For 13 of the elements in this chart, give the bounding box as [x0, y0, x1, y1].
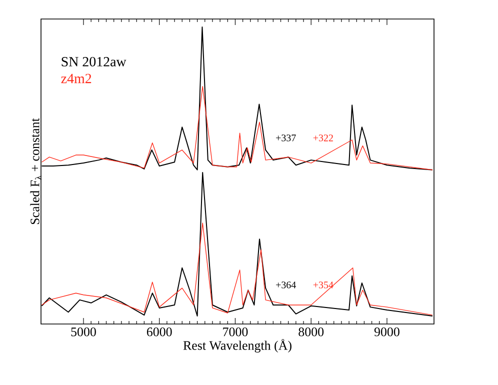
annotation: +364 — [276, 282, 296, 288]
annotation: +337 — [276, 134, 296, 142]
annotation: +354 — [313, 282, 334, 288]
x-tick-label: 6000 — [146, 328, 172, 336]
x-axis-title: Rest Wavelength (Å) — [183, 339, 292, 353]
annotation: +322 — [313, 134, 333, 142]
text: SN 2012aw — [62, 56, 126, 66]
x-tick-label: 9000 — [374, 328, 400, 336]
text: z4m2 — [61, 74, 92, 84]
x-tick-label: 8000 — [298, 328, 324, 336]
x-tick-label: 7000 — [223, 328, 248, 336]
y-axis-title: Scaled F$_{λ}$ + constant — [30, 118, 42, 224]
x-tick-label: 5000 — [71, 328, 96, 336]
